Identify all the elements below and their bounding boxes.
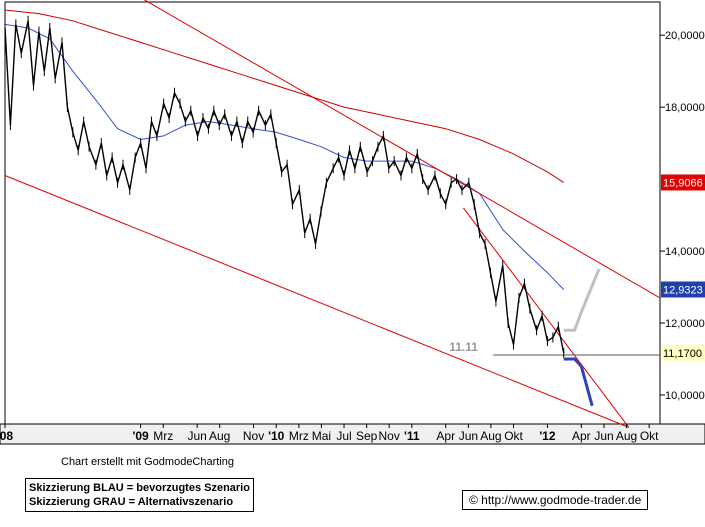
legend-grey: Skizzierung GRAU = Alternativszenario [29, 496, 234, 508]
x-axis-strip [0, 423, 705, 445]
price-tag-label: 12,9323 [663, 284, 703, 296]
x-tick-label: Jul [336, 429, 351, 443]
x-tick-label: Mrz [289, 429, 309, 443]
x-tick-label: Mrz [153, 429, 173, 443]
copyright-link[interactable]: © http://www.godmode-trader.de [462, 490, 649, 510]
x-tick-label: '11 [404, 429, 420, 443]
price-tag [661, 344, 705, 361]
x-tick-label: Okt [504, 429, 523, 443]
price-tag [661, 174, 705, 191]
series-ma-long [4, 9, 564, 183]
x-tick-label: Jun [594, 429, 613, 443]
y-tick-label: 12,0000 [665, 318, 705, 330]
x-tick-label: '12 [539, 429, 556, 443]
x-tick-label: Sep [356, 429, 378, 443]
x-tick-label: '09 [133, 429, 150, 443]
scenario-legend: Skizzierung BLAU = bevorzugtes Szenario … [25, 478, 254, 512]
x-tick-label: Apr [572, 429, 591, 443]
series-scenario-grey [563, 268, 601, 332]
price-line [4, 20, 565, 354]
y-tick-label: 18,0000 [665, 102, 705, 114]
y-tick-label: 14,0000 [665, 246, 705, 258]
y-tick-label: 20,0000 [665, 30, 705, 42]
series-trend-lower [4, 175, 629, 428]
price-tag-label: 15,9066 [663, 177, 703, 189]
series-trend-steep [463, 207, 630, 428]
x-tick-label: Jun [459, 429, 478, 443]
legend-blue: Skizzierung BLAU = bevorzugtes Szenario [29, 482, 250, 494]
x-tick-label: Jun [187, 429, 206, 443]
y-tick-label: 10,0000 [665, 390, 705, 402]
x-tick-label: Aug [616, 429, 637, 443]
chart-caption: Chart erstellt mit GodmodeCharting [61, 456, 235, 468]
series-ma-short [4, 23, 565, 290]
series-scenario-blue [563, 357, 594, 407]
price-tag [661, 281, 705, 298]
x-tick-label: '08 [0, 429, 13, 443]
x-tick-label: '10 [268, 429, 285, 443]
x-tick-label: Okt [640, 429, 659, 443]
plot-frame [4, 1, 661, 425]
support-label: 11.11 [449, 340, 478, 354]
price-tag-label: 11,1700 [663, 348, 702, 360]
x-tick-label: Nov [243, 429, 264, 443]
x-tick-label: Nov [379, 429, 400, 443]
x-tick-label: Mai [312, 429, 331, 443]
x-tick-label: Aug [480, 429, 501, 443]
x-tick-label: Apr [436, 429, 455, 443]
series-trend-upper [143, 0, 661, 299]
x-tick-label: Aug [209, 429, 230, 443]
